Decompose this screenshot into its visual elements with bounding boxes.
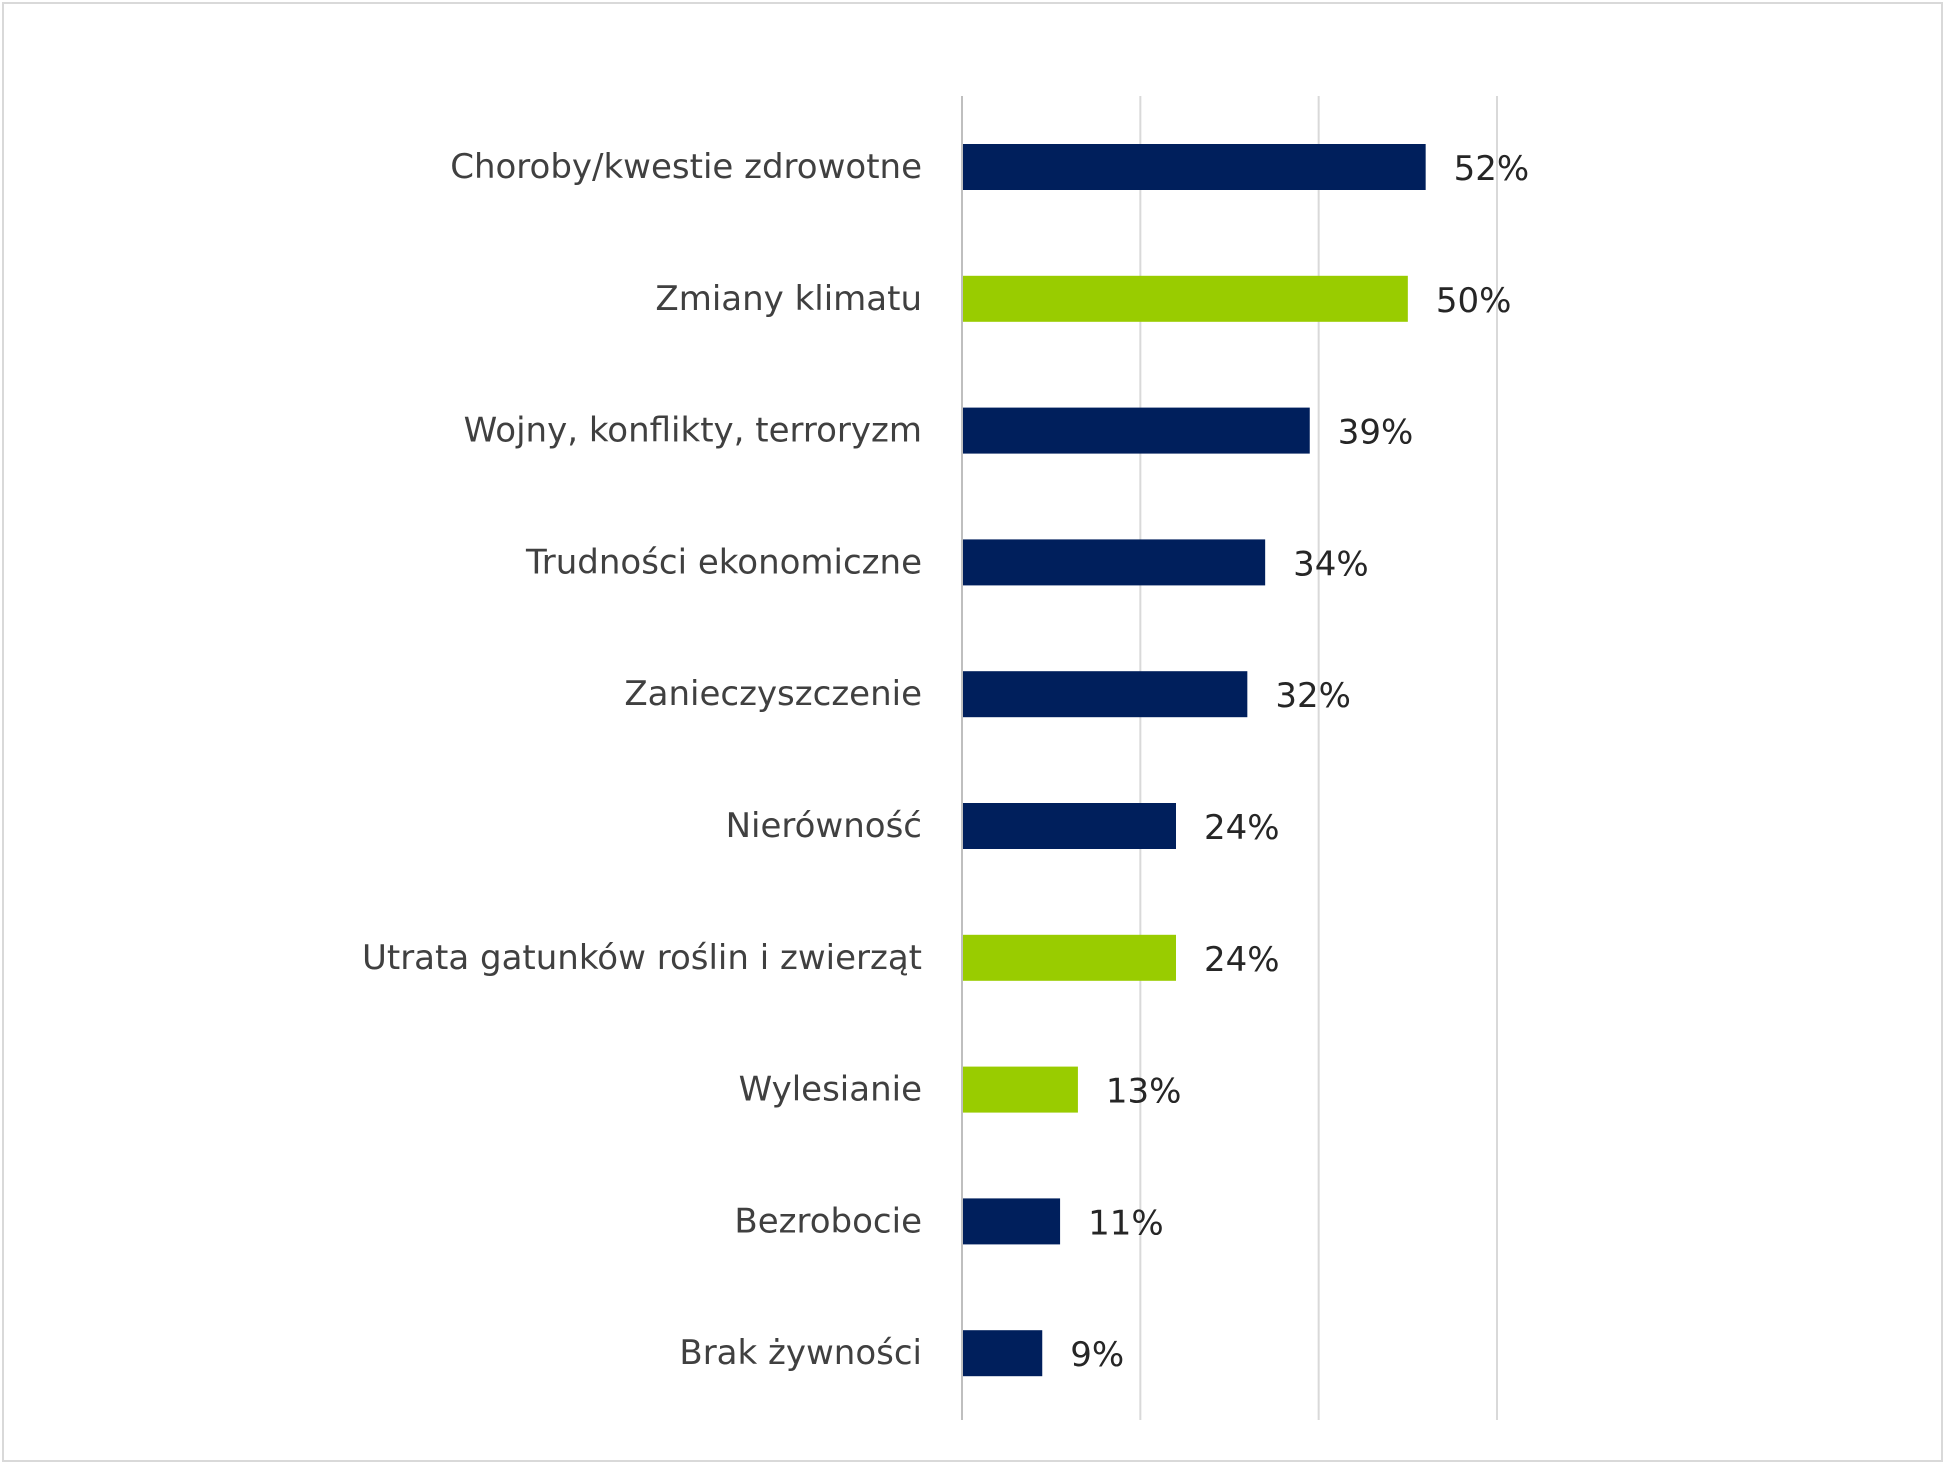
data-label: 52% [1454, 149, 1530, 189]
data-label: 11% [1088, 1203, 1164, 1243]
data-label: 13% [1106, 1072, 1182, 1112]
bar [963, 934, 1176, 981]
category-label: Wylesianie [739, 1070, 922, 1110]
bar [963, 1330, 1043, 1377]
category-label: Choroby/kwestie zdrowotne [450, 147, 922, 187]
bar [963, 1066, 1078, 1113]
bar [963, 407, 1310, 454]
bar [963, 275, 1408, 322]
data-label: 34% [1293, 544, 1369, 584]
category-label: Nierówność [726, 806, 922, 846]
category-label: Brak żywności [679, 1333, 922, 1373]
bar [963, 671, 1248, 718]
category-label: Zanieczyszczenie [624, 674, 922, 714]
bar [963, 803, 1176, 849]
category-label: Wojny, konflikty, terroryzm [464, 411, 922, 451]
bar [963, 539, 1266, 586]
data-label: 39% [1338, 413, 1414, 453]
category-label: Utrata gatunków roślin i zwierząt [362, 938, 922, 978]
data-label: 24% [1204, 808, 1280, 848]
data-label: 9% [1070, 1335, 1124, 1375]
bars [963, 144, 1426, 1377]
category-label: Trudności ekonomiczne [525, 542, 922, 582]
bar [963, 1198, 1061, 1245]
value-labels: 52% 50% 39% 34% 32% 24% 24% 13% 11% 9% [1070, 149, 1529, 1375]
data-label: 24% [1204, 940, 1280, 980]
category-label: Bezrobocie [734, 1201, 922, 1241]
data-label: 32% [1275, 676, 1351, 716]
category-label: Zmiany klimatu [655, 279, 922, 319]
category-labels: Choroby/kwestie zdrowotne Zmiany klimatu W… [362, 147, 922, 1373]
bar [963, 144, 1426, 190]
data-label: 50% [1436, 281, 1512, 321]
